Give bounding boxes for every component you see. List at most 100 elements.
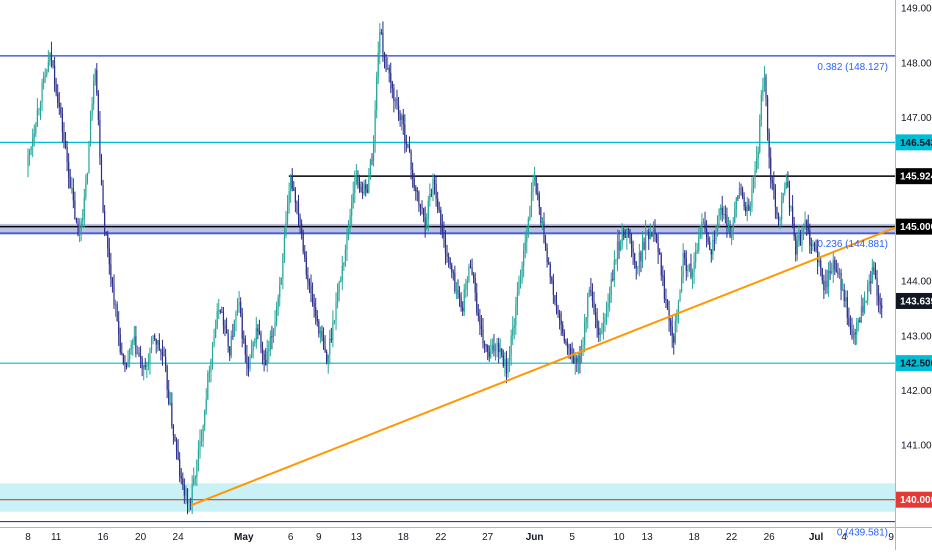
candle-body — [682, 252, 684, 278]
candle-body — [144, 364, 146, 367]
candle-body — [362, 191, 364, 194]
candle-body — [150, 338, 153, 351]
candle-body — [748, 204, 750, 211]
candle-body — [55, 84, 57, 94]
candle-body — [382, 32, 384, 54]
candle-body — [421, 207, 423, 209]
candle-body — [630, 238, 633, 249]
candle-body — [396, 98, 398, 106]
candle-body — [53, 65, 56, 85]
candle-body — [66, 146, 68, 162]
candle-body — [154, 335, 156, 339]
candle-body — [527, 219, 529, 234]
time-tick-label: Jun — [526, 532, 544, 543]
candle-body — [720, 207, 722, 210]
candle-body — [200, 440, 203, 442]
candle-body — [452, 272, 454, 274]
candle-body — [582, 344, 584, 346]
candle-body — [108, 247, 110, 265]
candle-body — [674, 320, 676, 343]
candle-body — [596, 317, 598, 328]
candle-body — [737, 197, 739, 199]
candle-body — [699, 234, 701, 237]
candle-body — [516, 293, 519, 307]
candle-body — [208, 371, 210, 374]
candle-body — [815, 246, 817, 251]
level-142500-tag-text: 142.500 — [900, 359, 932, 370]
candle-body — [50, 52, 53, 61]
candle-body — [532, 180, 534, 192]
candle-body — [731, 230, 733, 238]
candle-body — [676, 314, 678, 321]
candle-body — [404, 124, 406, 142]
time-tick-label: 24 — [173, 532, 185, 543]
candle-body — [868, 281, 870, 286]
candle-body — [207, 373, 209, 400]
candle-body — [493, 344, 495, 352]
support-trendline[interactable] — [190, 226, 896, 507]
candle-body — [820, 260, 822, 269]
candle-body — [537, 193, 539, 196]
candle-body — [693, 261, 695, 273]
candle-body — [288, 191, 290, 205]
candle-body — [68, 161, 70, 178]
candle-body — [304, 251, 306, 258]
candle-body — [498, 343, 500, 353]
candle-body — [809, 230, 811, 245]
candle-body — [770, 157, 772, 180]
candle-body — [302, 233, 304, 252]
candle-body — [652, 228, 655, 237]
candle-body — [768, 132, 770, 158]
candle-body — [613, 260, 615, 280]
candle-body — [276, 307, 278, 322]
candle-body — [255, 328, 257, 343]
candle-body — [38, 108, 40, 110]
time-tick-label: 26 — [764, 532, 776, 543]
candle-body — [609, 295, 611, 304]
candle-body — [371, 160, 373, 162]
candle-body — [687, 269, 689, 271]
candle-body — [477, 312, 479, 316]
candle-body — [224, 325, 226, 330]
candle-body — [501, 348, 503, 356]
candle-body — [759, 119, 761, 152]
candle-body — [185, 488, 187, 496]
candle-body — [233, 320, 235, 337]
candle-body — [645, 231, 647, 250]
candle-body — [854, 332, 856, 335]
candle-body — [385, 57, 387, 70]
candle-body — [565, 341, 567, 343]
candle-body — [136, 352, 139, 355]
candle-body — [671, 326, 673, 336]
candle-body — [366, 189, 368, 193]
candle-body — [610, 279, 612, 296]
candle-body — [308, 281, 311, 286]
candle-body — [513, 325, 515, 328]
candle-body — [548, 262, 550, 265]
candle-body — [502, 355, 504, 367]
time-tick-label: 9 — [316, 532, 322, 543]
time-axis[interactable]: 8 11 16 20 24 May 6 9 13 18 22 27 Jun 5 10 13 18 22 26 Jul 4… — [25, 532, 894, 543]
candle-body — [576, 357, 578, 363]
candle-body — [701, 221, 703, 235]
candle-body — [168, 389, 170, 404]
candle-body — [149, 350, 151, 363]
candle-body — [543, 221, 545, 243]
candle-body — [876, 278, 878, 296]
candle-body — [127, 359, 129, 368]
candle-body — [58, 102, 60, 107]
candle-body — [837, 271, 839, 275]
candle-body — [351, 202, 353, 216]
candle-body — [848, 317, 850, 326]
candle-body — [696, 250, 698, 252]
candle-body — [881, 305, 883, 309]
candle-body — [322, 337, 325, 347]
candle-body — [807, 225, 809, 231]
candle-body — [585, 317, 587, 323]
candle-body — [573, 354, 575, 364]
candle-body — [845, 297, 847, 302]
candle-body — [100, 157, 103, 186]
candle-body — [632, 248, 634, 254]
